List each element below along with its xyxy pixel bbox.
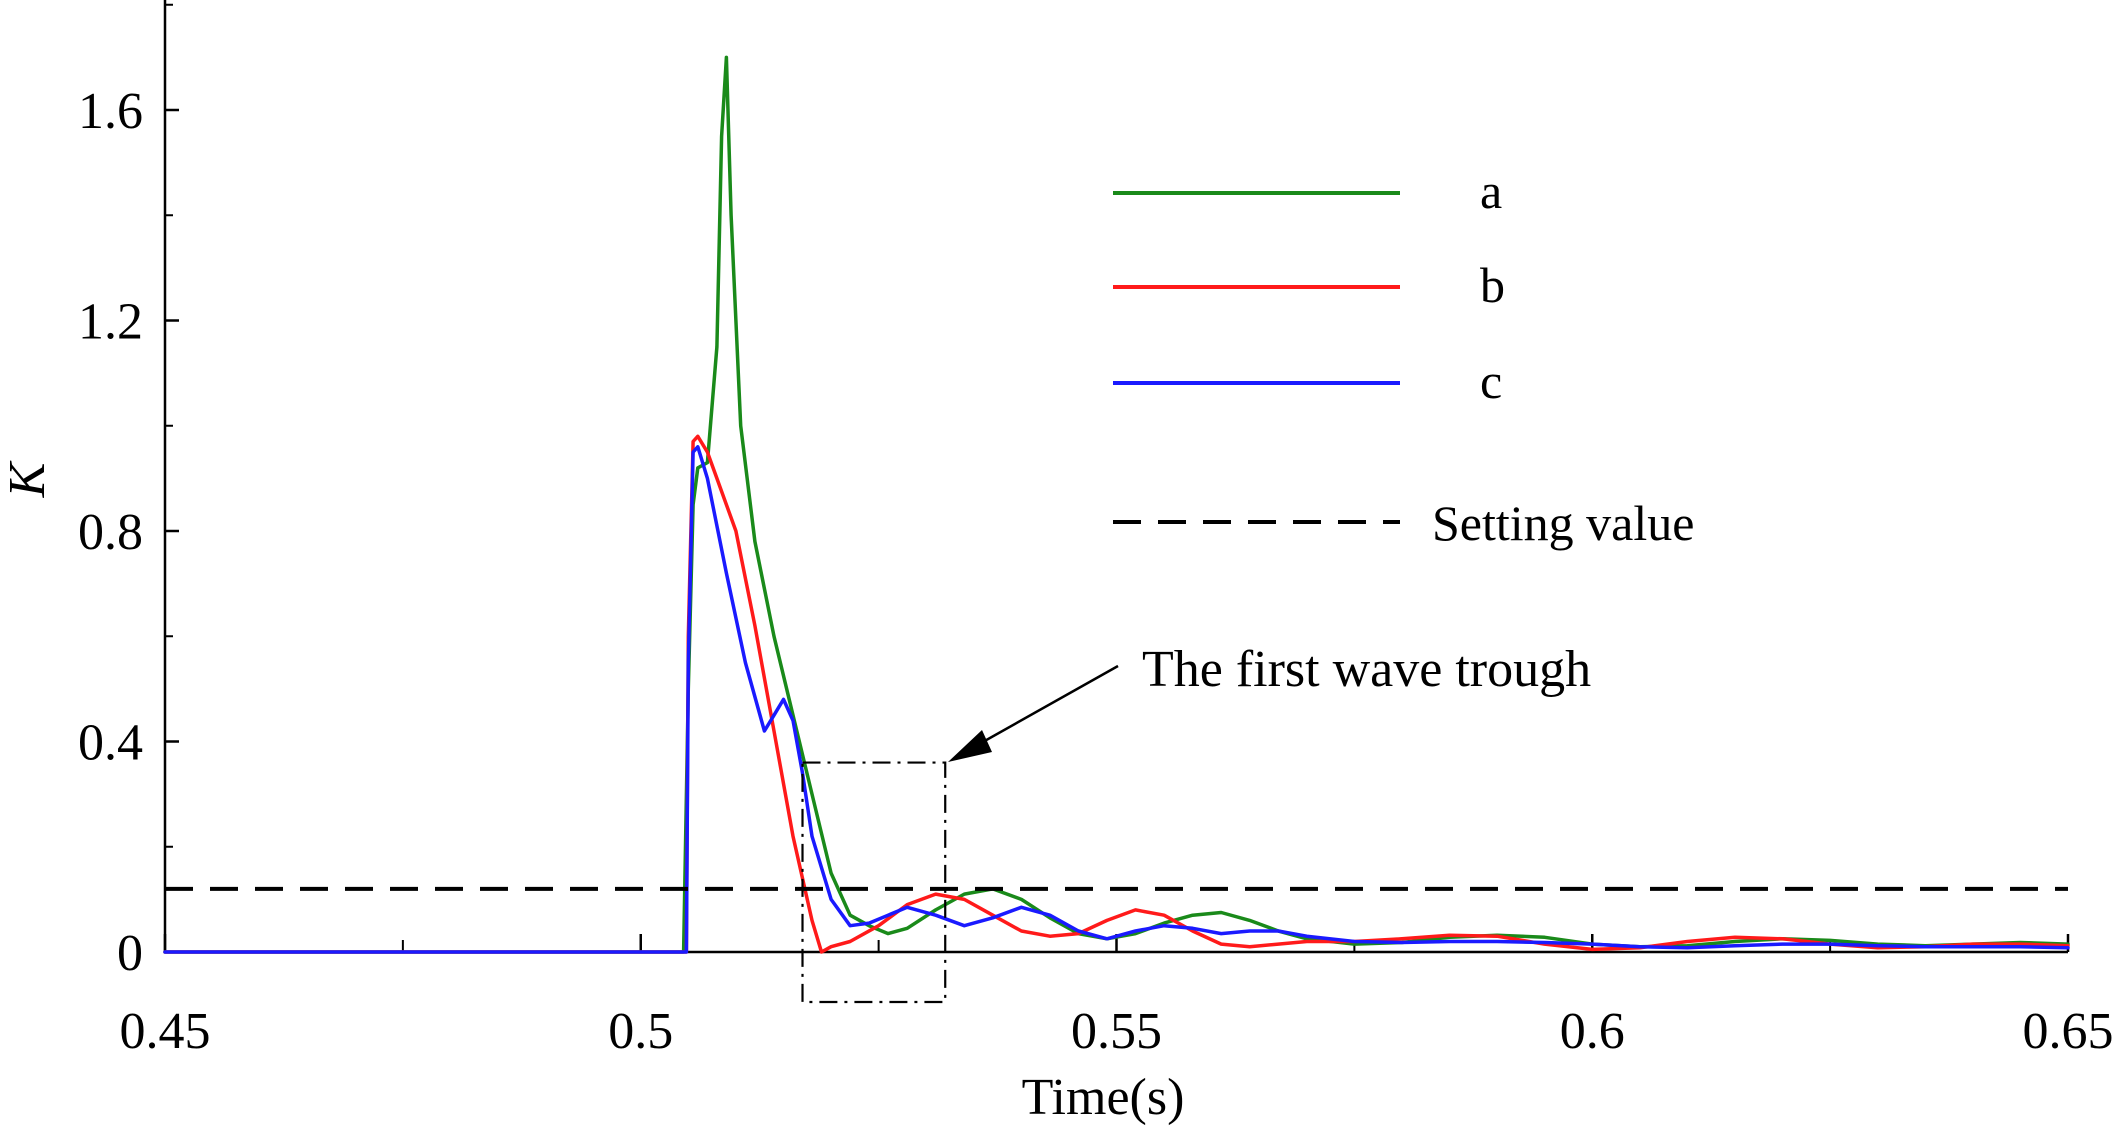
x-tick-label: 0.6 — [1560, 1003, 1625, 1060]
ticks-layer: 0 0.4 0.8 1.2 1.6 0.45 0.5 0.55 0.6 0.65 — [78, 3, 2114, 1060]
series-line-b — [163, 434, 2070, 954]
first-trough-box — [801, 761, 947, 1004]
legend-label-a: a — [1480, 163, 1502, 219]
legend-label-setting: Setting value — [1432, 495, 1694, 551]
y-tick-label: 0.4 — [78, 715, 143, 772]
x-axis-title: Time(s) — [1022, 1069, 1185, 1126]
annotation-label: The first wave trough — [1142, 641, 1591, 698]
y-tick-label: 1.2 — [78, 294, 143, 351]
y-tick-label: 1.6 — [78, 83, 143, 140]
y-axis-title: K — [0, 460, 56, 498]
legend: a b c Setting value — [1113, 163, 1694, 551]
x-tick-label: 0.5 — [608, 1003, 673, 1060]
y-tick-label: 0.8 — [78, 504, 143, 561]
legend-label-b: b — [1480, 257, 1505, 313]
x-tick-label: 0.55 — [1071, 1003, 1162, 1060]
series-layer — [163, 55, 2070, 954]
legend-label-c: c — [1480, 353, 1502, 409]
y-tick-label: 0 — [117, 925, 143, 982]
x-tick-label: 0.65 — [2023, 1003, 2114, 1060]
annotation-arrow — [964, 664, 1119, 754]
series-line-c — [163, 445, 2070, 954]
x-tick-label: 0.45 — [120, 1003, 211, 1060]
annotation-arrowhead — [948, 730, 992, 762]
